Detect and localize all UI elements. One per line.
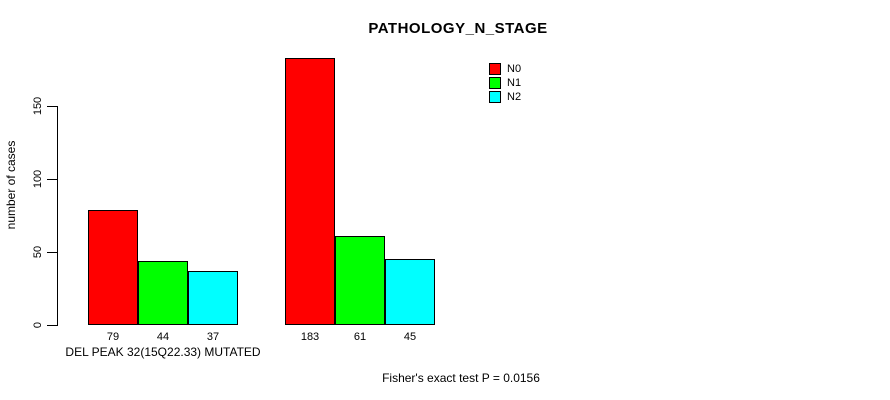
legend-label: N1 — [507, 76, 522, 89]
y-axis-tick — [47, 106, 57, 107]
y-axis-label: number of cases — [4, 140, 18, 230]
y-tick-label: 0 — [32, 321, 44, 329]
legend-label: N2 — [507, 90, 522, 103]
bar-n1-group1 — [138, 261, 188, 325]
y-axis-tick — [47, 252, 57, 253]
legend-row-n0: N0 — [489, 62, 521, 76]
x-category-label: DEL PEAK 32(15Q22.33) MUTATED — [65, 345, 261, 359]
chart-title: PATHOLOGY_N_STAGE — [368, 20, 548, 37]
y-tick-label: 150 — [32, 96, 44, 116]
legend-swatch-icon — [489, 91, 501, 103]
bar-value-label: 79 — [106, 331, 120, 343]
bar-value-label: 183 — [300, 331, 320, 343]
legend-row-n2: N2 — [489, 90, 521, 104]
bar-n2-group2 — [385, 259, 435, 325]
bar-value-label: 45 — [403, 331, 417, 343]
bar-value-label: 37 — [206, 331, 220, 343]
bar-n1-group2 — [335, 236, 385, 325]
legend: N0 N1 N2 — [489, 62, 521, 104]
y-tick-label: 50 — [32, 245, 44, 259]
bar-value-label: 44 — [156, 331, 170, 343]
bar-value-label: 61 — [353, 331, 367, 343]
y-axis-tick — [47, 325, 57, 326]
y-axis-line — [57, 106, 58, 326]
bar-n2-group1 — [188, 271, 238, 325]
legend-swatch-icon — [489, 63, 501, 75]
legend-label: N0 — [507, 62, 522, 75]
legend-swatch-icon — [489, 77, 501, 89]
bar-n0-group1 — [88, 210, 138, 325]
bar-n0-group2 — [285, 58, 335, 325]
fisher-test-annotation: Fisher's exact test P = 0.0156 — [382, 371, 540, 385]
y-tick-label: 100 — [32, 169, 44, 189]
y-axis-tick — [47, 179, 57, 180]
legend-row-n1: N1 — [489, 76, 521, 90]
